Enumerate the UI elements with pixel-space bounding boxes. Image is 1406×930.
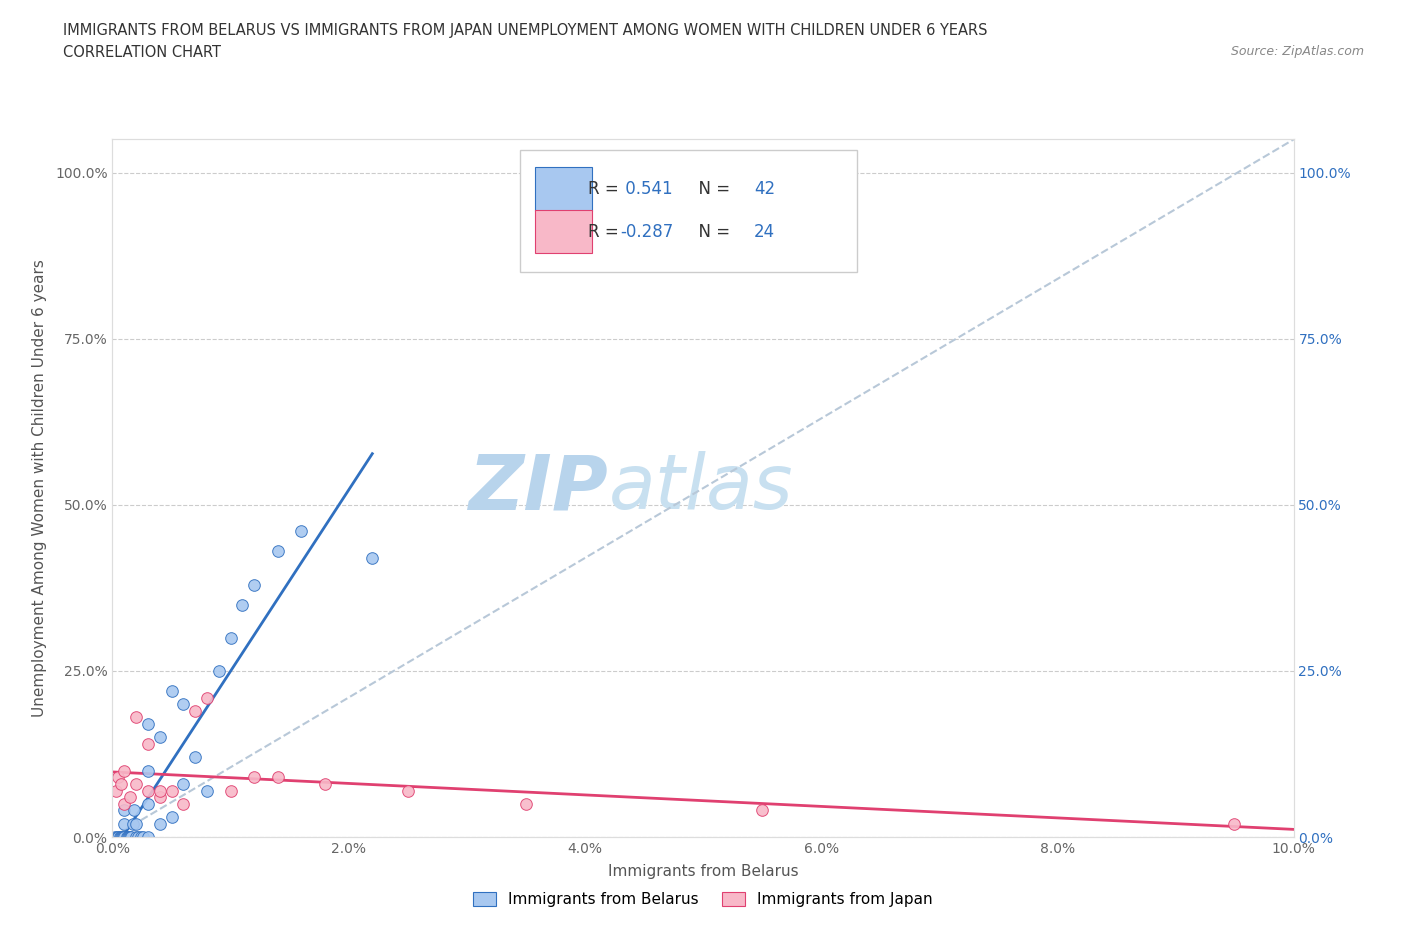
Point: [121, 817, 143, 831]
Text: -0.287: -0.287: [620, 222, 673, 241]
Point: [125, 817, 148, 831]
Point: [231, 597, 253, 612]
Point: [118, 830, 141, 844]
Text: 0.541: 0.541: [620, 180, 673, 198]
Point: [122, 803, 145, 817]
Point: [1223, 817, 1246, 831]
Point: [107, 770, 129, 785]
Point: [111, 830, 134, 844]
FancyBboxPatch shape: [536, 167, 592, 211]
Point: [136, 783, 159, 798]
Point: [136, 737, 159, 751]
Text: atlas: atlas: [609, 451, 793, 525]
Point: [112, 817, 135, 831]
Point: [267, 770, 290, 785]
Point: [105, 783, 128, 798]
Point: [515, 198, 537, 213]
Point: [160, 810, 183, 825]
Point: [160, 684, 183, 698]
Point: [195, 783, 218, 798]
Point: [136, 717, 159, 732]
Point: [132, 830, 155, 844]
Point: [104, 830, 127, 844]
Text: CORRELATION CHART: CORRELATION CHART: [63, 45, 221, 60]
Point: [112, 796, 135, 811]
Point: [120, 790, 142, 804]
Point: [112, 803, 135, 817]
Point: [290, 524, 312, 538]
Point: [195, 690, 218, 705]
X-axis label: Immigrants from Belarus: Immigrants from Belarus: [607, 864, 799, 879]
Text: 42: 42: [754, 180, 775, 198]
Point: [219, 783, 242, 798]
Point: [125, 830, 148, 844]
Point: [149, 790, 172, 804]
Text: N =: N =: [688, 222, 735, 241]
FancyBboxPatch shape: [536, 210, 592, 253]
Text: R =: R =: [589, 222, 624, 241]
Point: [105, 830, 128, 844]
Point: [108, 830, 131, 844]
Point: [751, 803, 773, 817]
Point: [243, 578, 266, 592]
Point: [115, 830, 138, 844]
Point: [136, 830, 159, 844]
Point: [127, 830, 149, 844]
Point: [396, 783, 419, 798]
Point: [117, 830, 139, 844]
Text: Source: ZipAtlas.com: Source: ZipAtlas.com: [1230, 45, 1364, 58]
Point: [125, 710, 148, 724]
Point: [110, 777, 132, 791]
Point: [515, 796, 537, 811]
Point: [125, 777, 148, 791]
Point: [267, 544, 290, 559]
Point: [136, 764, 159, 778]
Point: [172, 796, 194, 811]
Point: [243, 770, 266, 785]
Point: [112, 764, 135, 778]
Point: [149, 783, 172, 798]
Point: [219, 631, 242, 645]
Legend: Immigrants from Belarus, Immigrants from Japan: Immigrants from Belarus, Immigrants from…: [467, 885, 939, 913]
Point: [361, 551, 384, 565]
Point: [172, 697, 194, 711]
Text: ZIP: ZIP: [468, 451, 609, 525]
Point: [184, 703, 207, 718]
Point: [112, 830, 135, 844]
Point: [184, 750, 207, 764]
Point: [129, 830, 152, 844]
Point: [112, 830, 135, 844]
Text: IMMIGRANTS FROM BELARUS VS IMMIGRANTS FROM JAPAN UNEMPLOYMENT AMONG WOMEN WITH C: IMMIGRANTS FROM BELARUS VS IMMIGRANTS FR…: [63, 23, 988, 38]
Point: [160, 783, 183, 798]
Point: [136, 796, 159, 811]
Point: [120, 830, 142, 844]
Y-axis label: Unemployment Among Women with Children Under 6 years: Unemployment Among Women with Children U…: [32, 259, 46, 717]
Text: 24: 24: [754, 222, 775, 241]
Point: [314, 777, 336, 791]
Point: [120, 830, 142, 844]
Point: [149, 730, 172, 745]
Point: [172, 777, 194, 791]
Point: [110, 830, 132, 844]
Text: R =: R =: [589, 180, 624, 198]
Point: [107, 830, 129, 844]
Point: [149, 817, 172, 831]
FancyBboxPatch shape: [520, 150, 856, 272]
Text: N =: N =: [688, 180, 735, 198]
Point: [208, 663, 231, 678]
